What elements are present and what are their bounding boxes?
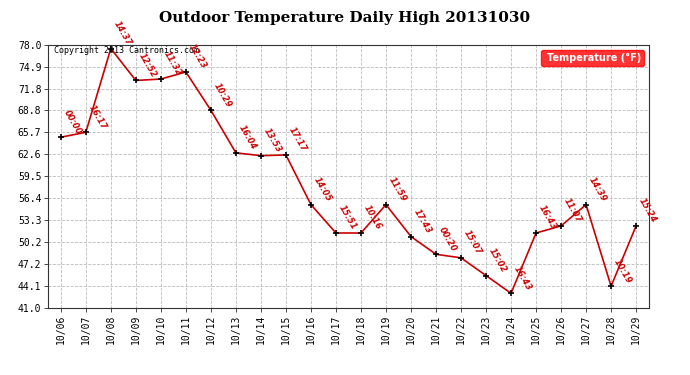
Text: 10:29: 10:29 (212, 81, 233, 109)
Text: 14:37: 14:37 (112, 20, 133, 47)
Text: 17:43: 17:43 (412, 207, 433, 235)
Text: 16:43: 16:43 (538, 204, 558, 232)
Text: 15:51: 15:51 (337, 204, 358, 232)
Text: 16:17: 16:17 (87, 103, 108, 131)
Text: 14:05: 14:05 (312, 176, 333, 203)
Text: Outdoor Temperature Daily High 20131030: Outdoor Temperature Daily High 20131030 (159, 11, 531, 25)
Text: 10:19: 10:19 (612, 257, 633, 285)
Text: 17:17: 17:17 (287, 126, 308, 153)
Text: 15:07: 15:07 (462, 229, 484, 256)
Text: 00:20: 00:20 (437, 225, 458, 253)
Text: Copyright 2013 Cantronics.com: Copyright 2013 Cantronics.com (55, 46, 199, 56)
Text: 15:24: 15:24 (638, 197, 658, 225)
Text: 12:52: 12:52 (137, 51, 158, 79)
Text: 00:00: 00:00 (62, 108, 83, 136)
Text: 14:39: 14:39 (587, 176, 609, 203)
Text: 11:07: 11:07 (562, 197, 584, 225)
Text: 12:23: 12:23 (187, 43, 208, 70)
Text: 16:04: 16:04 (237, 124, 258, 152)
Text: 11:59: 11:59 (387, 176, 408, 203)
Text: 13:53: 13:53 (262, 126, 284, 154)
Legend: Temperature (°F): Temperature (°F) (541, 50, 644, 66)
Text: 10:16: 10:16 (362, 204, 384, 232)
Text: 11:32: 11:32 (162, 50, 184, 78)
Text: 15:02: 15:02 (487, 246, 509, 274)
Text: 16:43: 16:43 (512, 264, 533, 292)
